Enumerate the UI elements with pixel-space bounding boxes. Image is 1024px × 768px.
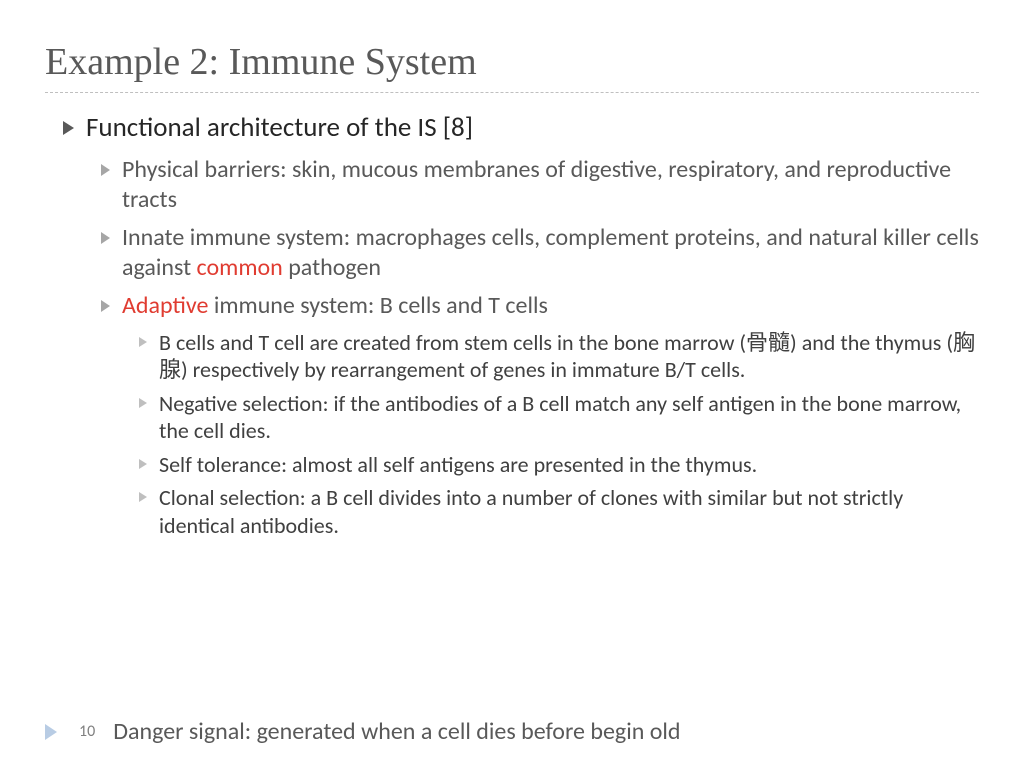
triangle-bullet-icon bbox=[63, 121, 74, 135]
slide-title: Example 2: Immune System bbox=[45, 40, 979, 84]
triangle-bullet-icon bbox=[139, 398, 147, 408]
bullet-level2: Adaptive immune system: B cells and T ce… bbox=[45, 291, 979, 321]
slide-footer: 10 Danger signal: generated when a cell … bbox=[45, 717, 681, 746]
bullet-l3-text: Self tolerance: almost all self antigens… bbox=[159, 451, 757, 479]
bullet-level3: Clonal selection: a B cell divides into … bbox=[45, 484, 979, 539]
bullet-level3: Self tolerance: almost all self antigens… bbox=[45, 451, 979, 479]
bullet-l3-text: B cells and T cell are created from stem… bbox=[159, 329, 979, 384]
page-number: 10 bbox=[79, 722, 95, 741]
bullet-l2-text: Innate immune system: macrophages cells,… bbox=[122, 223, 979, 283]
triangle-bullet-icon bbox=[101, 300, 110, 312]
bullet-l3-text: Clonal selection: a B cell divides into … bbox=[159, 484, 979, 539]
triangle-bullet-icon bbox=[139, 459, 147, 469]
triangle-bullet-icon bbox=[139, 492, 147, 502]
bullet-l2-text: Physical barriers: skin, mucous membrane… bbox=[122, 155, 979, 215]
bullet-level3: Negative selection: if the antibodies of… bbox=[45, 390, 979, 445]
bullet-level2: Innate immune system: macrophages cells,… bbox=[45, 223, 979, 283]
triangle-bullet-icon bbox=[101, 232, 110, 244]
bullet-level3: B cells and T cell are created from stem… bbox=[45, 329, 979, 384]
bullet-l2-text: Adaptive immune system: B cells and T ce… bbox=[122, 291, 548, 321]
footer-triangle-icon bbox=[45, 724, 57, 740]
slide-content: Example 2: Immune System Functional arch… bbox=[0, 0, 1024, 539]
bullet-l1-text: Functional architecture of the IS [8] bbox=[86, 111, 473, 145]
bullet-level1: Functional architecture of the IS [8] bbox=[45, 111, 979, 145]
triangle-bullet-icon bbox=[101, 164, 110, 176]
bullet-l3-text: Negative selection: if the antibodies of… bbox=[159, 390, 979, 445]
title-divider bbox=[45, 92, 979, 93]
triangle-bullet-icon bbox=[139, 337, 147, 347]
footer-text: Danger signal: generated when a cell die… bbox=[113, 717, 680, 746]
bullet-level2: Physical barriers: skin, mucous membrane… bbox=[45, 155, 979, 215]
